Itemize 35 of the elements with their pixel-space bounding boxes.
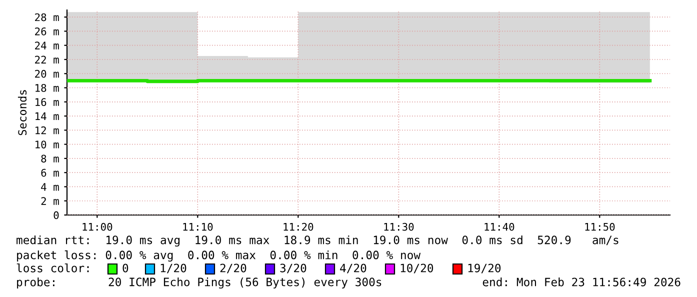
text: probe: [17, 278, 54, 289]
y-tick-label: 18 m [36, 84, 59, 92]
x-tick-label: 11:50 [585, 222, 615, 231]
y-tick-label: 12 m [36, 126, 59, 134]
y-tick-label: 2 m [41, 197, 59, 205]
y-tick-label: 22 m [35, 56, 59, 64]
y-tick-label: 10 m [36, 140, 59, 148]
text: 19/20 [468, 264, 501, 274]
text: 0 [122, 264, 128, 272]
x-tick-label: 11:20 [284, 222, 314, 231]
x-tick-label: 11:40 [484, 222, 514, 231]
y-tick-label: 26 m [35, 27, 59, 36]
x-tick-label: 11:00 [82, 222, 112, 231]
x-tick-label: 11:30 [384, 222, 414, 231]
y-tick-label: 8 m [41, 154, 59, 163]
y-axis-title: Seconds [18, 90, 27, 136]
y-tick-label: 28 m [35, 13, 59, 22]
y-tick-label: 16 m [36, 98, 59, 106]
text: 1/20 [160, 264, 186, 274]
y-tick-label: 14 m [36, 112, 59, 120]
text: packet loss: 0.00 % avg 0.00 % max 0.00 % min 0.00 % now [17, 250, 421, 262]
text: median rtt: 19.0 ms avg 19.0 ms max 18.9 ms min 19.0 ms now 0.0 ms sd 520.9 am/s [16, 235, 618, 247]
text: end: Mon Feb 23 11:56:49 2026 [482, 278, 680, 286]
y-tick-label: 6 m [41, 168, 59, 177]
text: 2/20 [220, 264, 246, 274]
text: 4/20 [340, 264, 366, 274]
text: 3/20 [280, 264, 306, 274]
y-tick-label: 4 m [41, 183, 59, 191]
y-tick-label: 0 [54, 211, 59, 220]
text: 20 ICMP Echo Pings (56 Bytes) every 300s [108, 277, 382, 289]
y-tick-label: 24 m [35, 42, 59, 50]
x-tick-label: 11:10 [183, 222, 213, 231]
y-tick-label: 20 m [35, 70, 59, 78]
text: loss color: [16, 263, 89, 272]
text: 10/20 [400, 264, 434, 274]
